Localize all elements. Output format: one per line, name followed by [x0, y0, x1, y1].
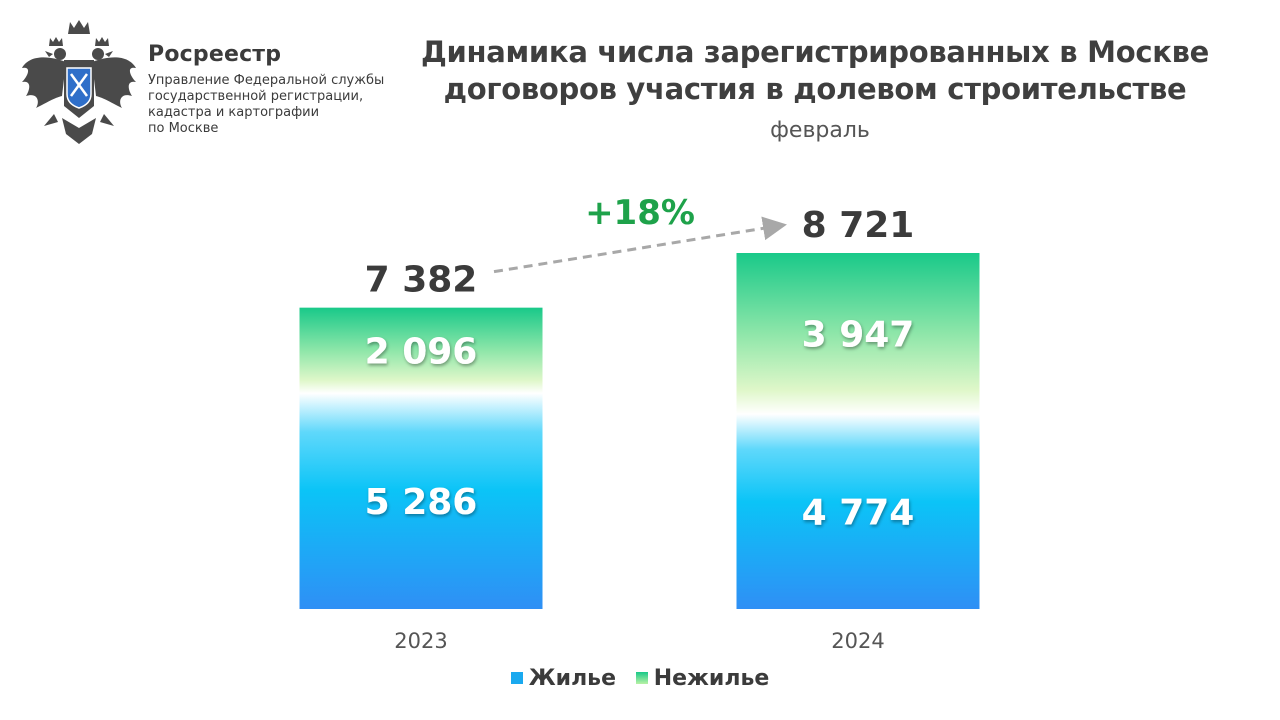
bar-value-label: 5 286 [365, 482, 478, 523]
chart-legend: Жилье Нежилье [0, 666, 1280, 691]
change-percent-label: +18% [585, 193, 695, 233]
bar-segment-residential-2023 [299, 393, 543, 609]
chart-title-line: договоров участия в долевом строительств… [443, 72, 1187, 106]
bar-value-label: 2 096 [365, 331, 478, 372]
legend-item-nonresidential: Нежилье [635, 666, 770, 691]
x-tick-label: 2024 [831, 629, 884, 653]
logo-area: Росреестр Управление Федеральной службы … [20, 18, 400, 153]
legend-label-residential: Жилье [528, 666, 617, 691]
org-line: по Москве [148, 121, 219, 136]
bar-value-label: 3 947 [802, 315, 915, 356]
bar-total-label: 8 721 [802, 205, 915, 246]
bar-total-label: 7 382 [365, 260, 478, 301]
legend-swatch-residential [510, 672, 523, 684]
change-arrow [493, 216, 787, 274]
org-line: Управление Федеральной службы [148, 73, 385, 88]
legend-item-residential: Жилье [510, 666, 617, 691]
legend-swatch-nonresidential [635, 672, 648, 684]
brand-name: Росреестр [148, 42, 282, 67]
legend-label-nonresidential: Нежилье [653, 666, 770, 691]
chart-title-line: Динамика числа зарегистрированных в Моск… [420, 35, 1210, 69]
bar-segment-residential-2024 [736, 414, 980, 609]
chart-title: Динамика числа зарегистрированных в Моск… [400, 34, 1230, 108]
organization-name: Управление Федеральной службы государств… [148, 73, 398, 137]
org-line: кадастра и картографии [148, 105, 320, 120]
chart-subtitle: февраль [770, 118, 870, 143]
org-line: государственной регистрации, [148, 89, 364, 104]
bar-segment-nonresidential-2023 [299, 307, 543, 394]
double-headed-eagle-emblem-icon [22, 20, 136, 144]
x-tick-label: 2023 [394, 629, 447, 653]
bar-segment-nonresidential-2024 [736, 253, 980, 415]
bar-value-label: 4 774 [802, 493, 915, 534]
